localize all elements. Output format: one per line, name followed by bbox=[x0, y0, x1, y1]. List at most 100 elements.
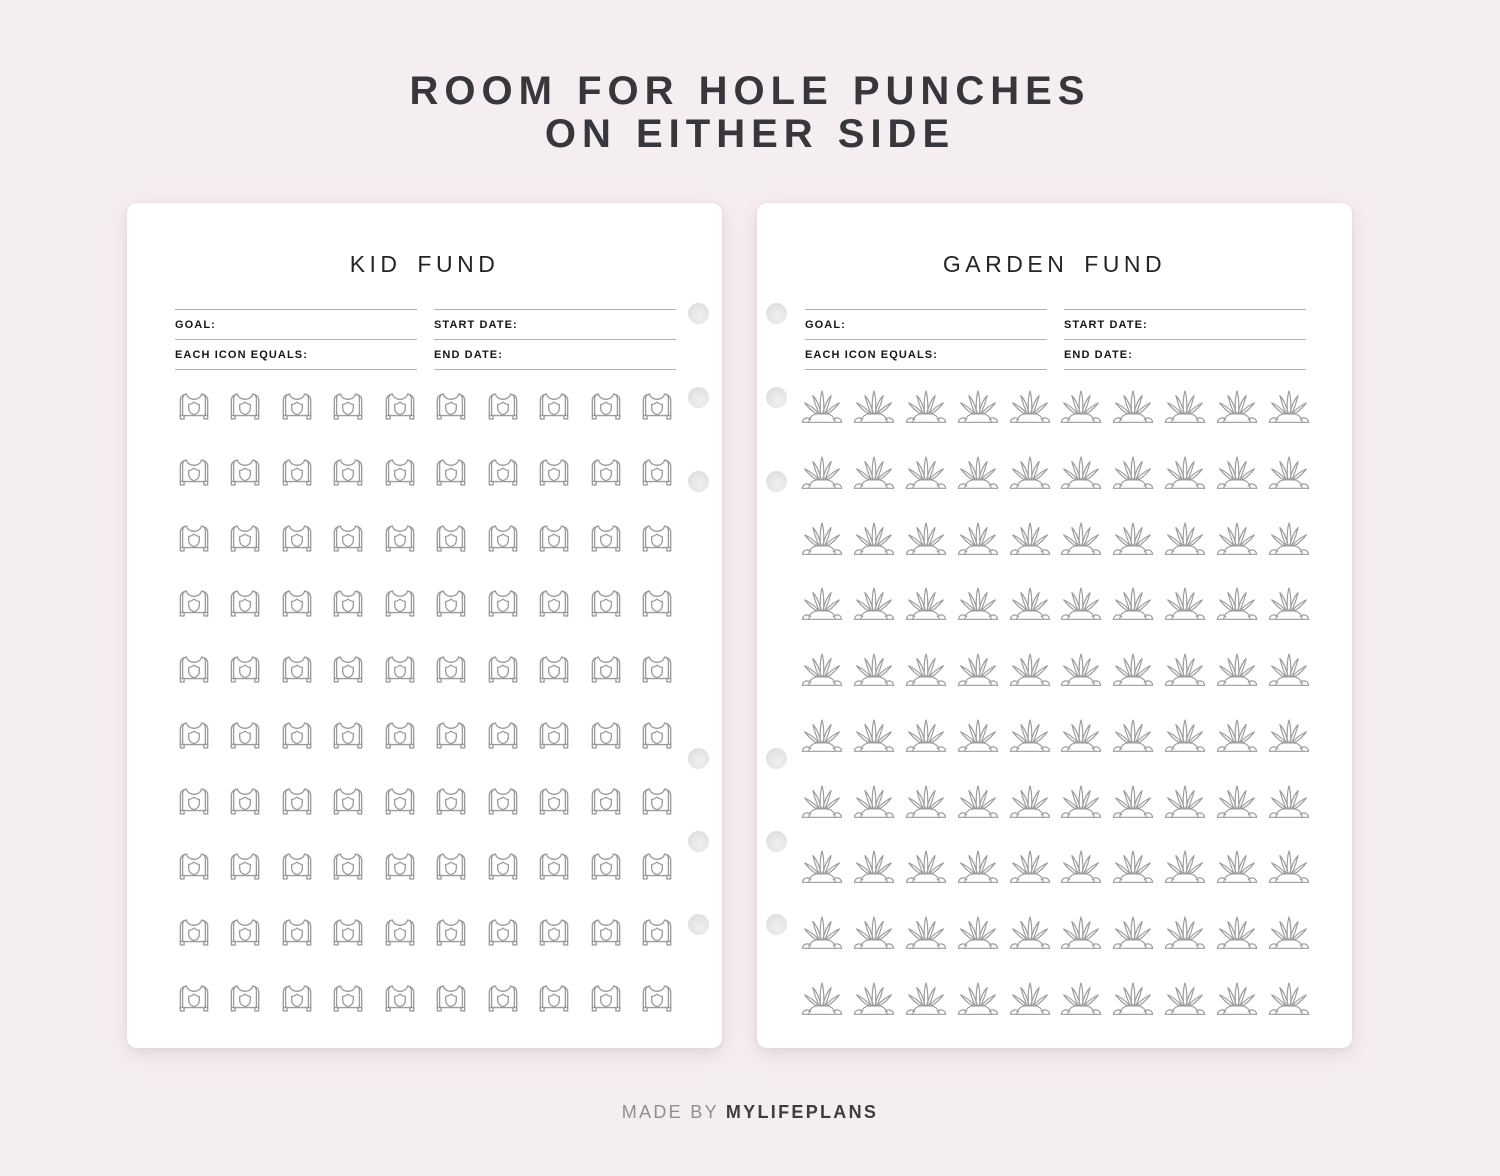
field-line bbox=[175, 369, 417, 370]
sweater-icon bbox=[432, 585, 470, 623]
icon-row bbox=[175, 980, 676, 1018]
sweater-icon bbox=[432, 848, 470, 886]
fund-form: GOAL: EACH ICON EQUALS: START DATE: END … bbox=[175, 309, 676, 370]
sweater-icon bbox=[226, 783, 264, 821]
field-label-end-date: END DATE: bbox=[1064, 348, 1133, 361]
plant-icon bbox=[1009, 520, 1051, 558]
icon-row bbox=[175, 651, 676, 689]
plant-icon bbox=[1268, 388, 1310, 426]
plant-icon bbox=[1009, 454, 1051, 492]
field-line bbox=[434, 339, 676, 340]
field-line bbox=[434, 309, 676, 310]
hole-punch bbox=[766, 914, 787, 935]
plant-icon bbox=[1009, 388, 1051, 426]
field-line bbox=[175, 309, 417, 310]
sweater-icon bbox=[432, 388, 470, 426]
sweater-icon bbox=[587, 848, 625, 886]
plant-icon bbox=[1164, 388, 1206, 426]
plant-icon bbox=[1009, 914, 1051, 952]
page-title: GARDEN FUND bbox=[942, 251, 1167, 277]
sweater-icon bbox=[535, 980, 573, 1018]
sweater-icon bbox=[175, 980, 213, 1018]
plant-icon bbox=[801, 783, 843, 821]
plant-icon bbox=[905, 585, 947, 623]
sweater-icon bbox=[432, 914, 470, 952]
sweater-icon bbox=[587, 783, 625, 821]
plant-icon bbox=[957, 980, 999, 1018]
plant-icon bbox=[1009, 585, 1051, 623]
sweater-icon bbox=[278, 585, 316, 623]
sweater-icon bbox=[278, 980, 316, 1018]
sweater-icon bbox=[638, 388, 676, 426]
sweater-icon bbox=[226, 388, 264, 426]
sweater-icon bbox=[587, 454, 625, 492]
plant-icon bbox=[853, 388, 895, 426]
sweater-icon bbox=[278, 914, 316, 952]
form-column-right: START DATE: END DATE: bbox=[1064, 309, 1306, 370]
hole-punch bbox=[688, 748, 709, 769]
icon-row bbox=[175, 914, 676, 952]
plant-icon bbox=[905, 980, 947, 1018]
plant-icon bbox=[957, 585, 999, 623]
plant-icon bbox=[853, 848, 895, 886]
plant-icon bbox=[1268, 717, 1310, 755]
sweater-icon bbox=[638, 783, 676, 821]
plant-icon bbox=[957, 717, 999, 755]
plant-icon bbox=[1164, 717, 1206, 755]
sweater-icon bbox=[432, 980, 470, 1018]
sweater-icon bbox=[175, 914, 213, 952]
sweater-icon bbox=[278, 520, 316, 558]
sweater-icon bbox=[638, 454, 676, 492]
plant-icon bbox=[853, 980, 895, 1018]
field-line bbox=[1064, 309, 1306, 310]
plant-icon bbox=[1216, 388, 1258, 426]
sweater-icon bbox=[381, 914, 419, 952]
plant-icon bbox=[1060, 914, 1102, 952]
plant-icon bbox=[853, 651, 895, 689]
form-column-right: START DATE: END DATE: bbox=[434, 309, 676, 370]
plant-icon bbox=[853, 520, 895, 558]
field-label-goal: GOAL: bbox=[175, 318, 216, 331]
sweater-icon bbox=[329, 388, 367, 426]
sweater-icon bbox=[638, 585, 676, 623]
plant-icon bbox=[853, 585, 895, 623]
sweater-icon bbox=[278, 848, 316, 886]
sweater-icon bbox=[329, 783, 367, 821]
sweater-icon bbox=[587, 914, 625, 952]
sweater-icon bbox=[381, 848, 419, 886]
field-label-end-date: END DATE: bbox=[434, 348, 503, 361]
plant-icon bbox=[1060, 585, 1102, 623]
sweater-icon bbox=[587, 651, 625, 689]
plant-icon bbox=[1268, 980, 1310, 1018]
sweater-icon bbox=[226, 651, 264, 689]
plant-icon bbox=[1268, 651, 1310, 689]
plant-icon bbox=[1112, 454, 1154, 492]
field-label-start-date: START DATE: bbox=[434, 318, 518, 331]
plant-icon bbox=[905, 651, 947, 689]
icon-row bbox=[801, 980, 1310, 1018]
field-line bbox=[175, 339, 417, 340]
sweater-icon bbox=[484, 848, 522, 886]
plant-icon bbox=[1164, 454, 1206, 492]
plant-icon bbox=[853, 717, 895, 755]
sweater-icon bbox=[175, 388, 213, 426]
sweater-icon bbox=[175, 520, 213, 558]
footer-brand: MYLIFEPLANS bbox=[725, 1102, 879, 1122]
sweater-icon bbox=[226, 520, 264, 558]
icon-row bbox=[801, 848, 1310, 886]
plant-icon bbox=[905, 783, 947, 821]
sweater-icon bbox=[535, 848, 573, 886]
plant-icon bbox=[1009, 651, 1051, 689]
sweater-icon bbox=[535, 520, 573, 558]
plant-icon bbox=[801, 914, 843, 952]
plant-icon bbox=[905, 388, 947, 426]
sweater-icon bbox=[484, 520, 522, 558]
icon-row bbox=[175, 454, 676, 492]
planner-page-kid-fund: KID FUND GOAL: EACH ICON EQUALS: START D… bbox=[127, 203, 722, 1048]
plant-icon bbox=[1216, 914, 1258, 952]
icon-row bbox=[801, 454, 1310, 492]
sweater-icon bbox=[175, 783, 213, 821]
plant-icon bbox=[1216, 783, 1258, 821]
sweater-icon bbox=[484, 717, 522, 755]
sweater-icon bbox=[535, 717, 573, 755]
